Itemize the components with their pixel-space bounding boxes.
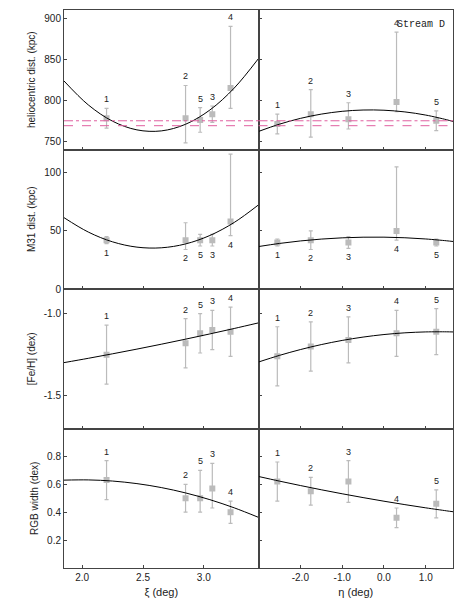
svg-text:5: 5 xyxy=(434,295,439,305)
svg-text:4: 4 xyxy=(394,18,399,28)
svg-text:4: 4 xyxy=(228,487,233,497)
svg-text:750: 750 xyxy=(44,136,61,147)
svg-text:3: 3 xyxy=(210,449,215,459)
svg-text:5: 5 xyxy=(434,250,439,260)
svg-text:2.5: 2.5 xyxy=(136,572,150,583)
svg-text:1: 1 xyxy=(275,250,280,260)
svg-text:3: 3 xyxy=(346,447,351,457)
svg-text:1: 1 xyxy=(104,94,109,104)
svg-text:4: 4 xyxy=(394,494,399,504)
svg-text:0.6: 0.6 xyxy=(47,479,61,490)
svg-text:4: 4 xyxy=(394,296,399,306)
svg-text:2: 2 xyxy=(308,253,313,263)
svg-text:3: 3 xyxy=(346,303,351,313)
svg-text:2: 2 xyxy=(308,76,313,86)
svg-text:2: 2 xyxy=(183,71,188,81)
svg-text:3: 3 xyxy=(210,296,215,306)
svg-text:4: 4 xyxy=(228,240,233,250)
svg-text:heliocentric dist. (kpc): heliocentric dist. (kpc) xyxy=(26,31,37,128)
svg-text:5: 5 xyxy=(198,300,203,310)
svg-text:3.0: 3.0 xyxy=(197,572,211,583)
svg-text:5: 5 xyxy=(198,94,203,104)
svg-text:5: 5 xyxy=(434,97,439,107)
svg-text:2: 2 xyxy=(308,308,313,318)
svg-text:50: 50 xyxy=(50,225,62,236)
svg-text:5: 5 xyxy=(198,456,203,466)
svg-text:100: 100 xyxy=(44,167,61,178)
svg-text:4: 4 xyxy=(228,12,233,22)
svg-text:2: 2 xyxy=(183,253,188,263)
svg-text:2.0: 2.0 xyxy=(75,572,89,583)
svg-text:5: 5 xyxy=(434,476,439,486)
svg-text:2: 2 xyxy=(308,463,313,473)
svg-text:5: 5 xyxy=(198,250,203,260)
svg-text:ξ (deg): ξ (deg) xyxy=(144,586,178,598)
svg-text:800: 800 xyxy=(44,95,61,106)
svg-text:3: 3 xyxy=(210,92,215,102)
svg-text:3: 3 xyxy=(346,89,351,99)
svg-text:η (deg): η (deg) xyxy=(338,586,373,598)
svg-text:1: 1 xyxy=(275,448,280,458)
svg-text:4: 4 xyxy=(394,244,399,254)
svg-text:1: 1 xyxy=(104,447,109,457)
svg-text:1: 1 xyxy=(104,248,109,258)
svg-text:-1.0: -1.0 xyxy=(44,308,62,319)
svg-text:4: 4 xyxy=(228,293,233,303)
svg-text:[Fe/H] (dex): [Fe/H] (dex) xyxy=(26,332,37,385)
svg-text:1: 1 xyxy=(275,100,280,110)
svg-text:1.0: 1.0 xyxy=(419,572,433,583)
svg-text:RGB width (dex): RGB width (dex) xyxy=(29,462,40,535)
svg-text:-1.0: -1.0 xyxy=(334,572,352,583)
svg-text:850: 850 xyxy=(44,54,61,65)
svg-text:1: 1 xyxy=(275,313,280,323)
svg-text:0.4: 0.4 xyxy=(47,507,61,518)
svg-text:0: 0 xyxy=(55,284,61,295)
svg-text:0.0: 0.0 xyxy=(377,572,391,583)
svg-text:M31 dist. (kpc): M31 dist. (kpc) xyxy=(26,186,37,252)
svg-text:-2.0: -2.0 xyxy=(292,572,310,583)
svg-text:0.2: 0.2 xyxy=(47,535,61,546)
svg-text:-1.5: -1.5 xyxy=(44,390,62,401)
svg-text:3: 3 xyxy=(210,250,215,260)
svg-text:2: 2 xyxy=(183,470,188,480)
svg-text:Stream D: Stream D xyxy=(397,19,445,30)
svg-text:900: 900 xyxy=(44,13,61,24)
svg-text:1: 1 xyxy=(104,311,109,321)
svg-text:2: 2 xyxy=(183,305,188,315)
svg-text:3: 3 xyxy=(346,252,351,262)
svg-text:0.8: 0.8 xyxy=(47,451,61,462)
